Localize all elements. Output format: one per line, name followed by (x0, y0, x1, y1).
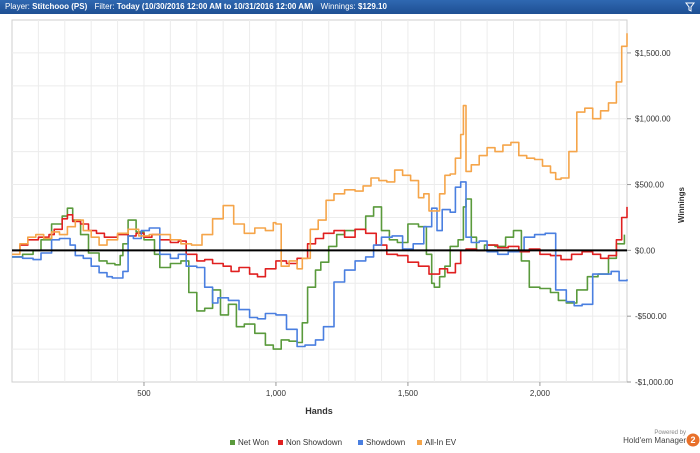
winnings-value: $129.10 (358, 2, 387, 11)
series-line-all-in-ev (12, 33, 628, 270)
legend-label: Net Won (238, 438, 269, 447)
player-value: Stitchooo (PS) (32, 2, 88, 11)
legend-swatch (278, 440, 283, 445)
legend-label: Showdown (366, 438, 406, 447)
legend-label: Non Showdown (286, 438, 343, 447)
y-tick-label: -$1,000.00 (635, 378, 674, 387)
legend-item-non-showdown[interactable]: Non Showdown (278, 438, 342, 447)
legend-label: All-In EV (425, 438, 457, 447)
hem2-logo-icon: 2 (686, 433, 700, 447)
filter-button[interactable] (684, 1, 696, 13)
powered-by-text: Powered by (654, 430, 686, 436)
x-axis-title: Hands (305, 406, 333, 416)
funnel-icon (685, 2, 695, 12)
x-tick-label: 500 (137, 389, 151, 398)
brand-block: Powered by Hold'em Manager (623, 429, 686, 445)
y-axis-title: Winnings (677, 186, 686, 222)
legend-swatch (230, 440, 235, 445)
filter-value: Today (10/30/2016 12:00 AM to 10/31/2016… (116, 2, 314, 11)
winnings-label: Winnings: (320, 2, 356, 11)
winnings-graph: 500 1,000 1,500 2,000 -$1,000.00 -$500.00 $0.0… (11, 19, 686, 416)
legend-item-all-in-ev[interactable]: All-In EV (417, 438, 456, 447)
series-line-net-won (12, 198, 626, 350)
y-tick-label: -$500.00 (635, 312, 667, 321)
legend-swatch (417, 440, 422, 445)
y-tick-label: $0.00 (635, 246, 656, 255)
brand-name: Hold'em Manager (623, 436, 686, 445)
hem2-logo-text: 2 (690, 435, 695, 445)
y-tick-label: $1,500.00 (635, 49, 671, 58)
x-tick-label: 1,500 (398, 389, 419, 398)
legend-swatch (358, 440, 363, 445)
report-header-bar: Player: Stitchooo (PS) Filter: Today (10… (0, 0, 700, 14)
legend-item-net-won[interactable]: Net Won (230, 438, 269, 447)
filter-label: Filter: (94, 2, 115, 11)
player-label: Player: (5, 2, 30, 11)
x-tick-label: 1,000 (266, 389, 287, 398)
x-tick-label: 2,000 (530, 389, 551, 398)
plot-area (11, 19, 628, 383)
y-tick-label: $1,000.00 (635, 115, 671, 124)
y-tick-label: $500.00 (635, 181, 664, 190)
legend-item-showdown[interactable]: Showdown (358, 438, 405, 447)
